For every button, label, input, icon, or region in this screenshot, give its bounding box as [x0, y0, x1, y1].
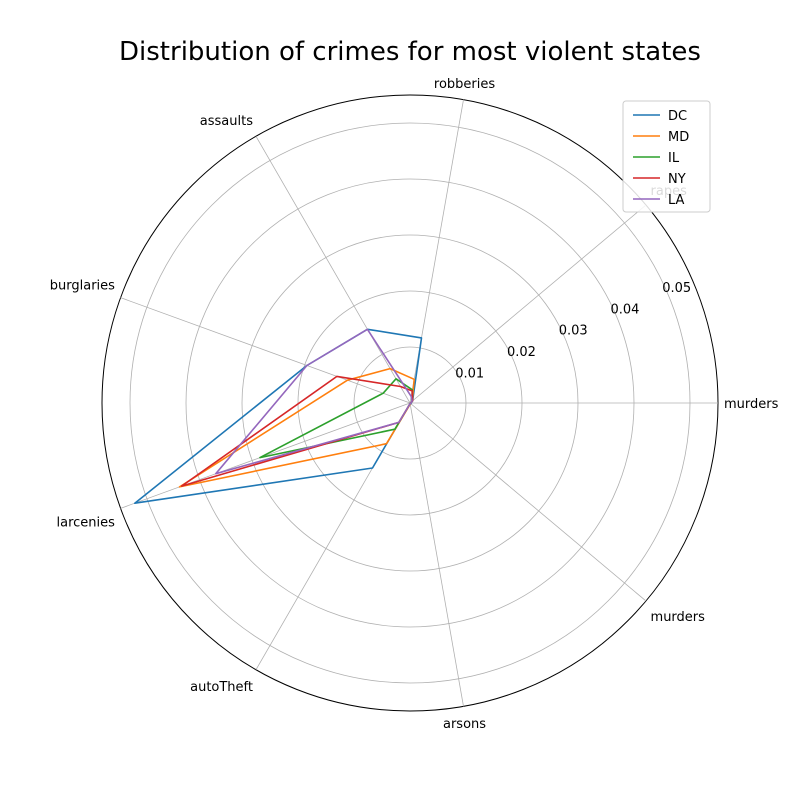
series-line-la — [215, 328, 413, 475]
r-tick-label: 0.01 — [455, 367, 484, 382]
r-tick-label: 0.03 — [559, 324, 588, 339]
r-tick-label: 0.04 — [610, 302, 639, 317]
grid-spoke — [409, 402, 647, 602]
series-line-il — [259, 377, 414, 459]
r-tick-label: 0.02 — [507, 345, 536, 360]
grid-spoke — [120, 297, 411, 404]
legend: DC MD IL NY LA — [622, 100, 711, 213]
series-line-ny — [180, 375, 414, 487]
grid-spoke — [409, 204, 647, 404]
legend-label: DC — [668, 109, 687, 124]
category-label: robberies — [434, 77, 495, 92]
axis-labels: 0.010.020.030.040.05murdersrapesrobberie… — [50, 77, 779, 732]
category-label: murders — [724, 397, 779, 412]
r-tick-label: 0.05 — [662, 281, 691, 296]
category-label: autoTheft — [190, 680, 253, 695]
category-label: murders — [651, 610, 706, 625]
legend-label: LA — [668, 193, 685, 208]
legend-label: MD — [668, 130, 689, 145]
category-label: arsons — [443, 717, 486, 732]
category-label: burglaries — [50, 279, 115, 294]
legend-frame — [622, 100, 711, 213]
grid-spoke — [255, 136, 411, 404]
legend-label: NY — [668, 172, 686, 187]
grid-spoke — [409, 402, 464, 707]
chart-title: Distribution of crimes for most violent … — [119, 37, 701, 67]
data-series — [134, 328, 423, 505]
category-label: assaults — [200, 114, 253, 129]
category-label: larcenies — [57, 515, 116, 530]
legend-label: IL — [668, 151, 680, 166]
